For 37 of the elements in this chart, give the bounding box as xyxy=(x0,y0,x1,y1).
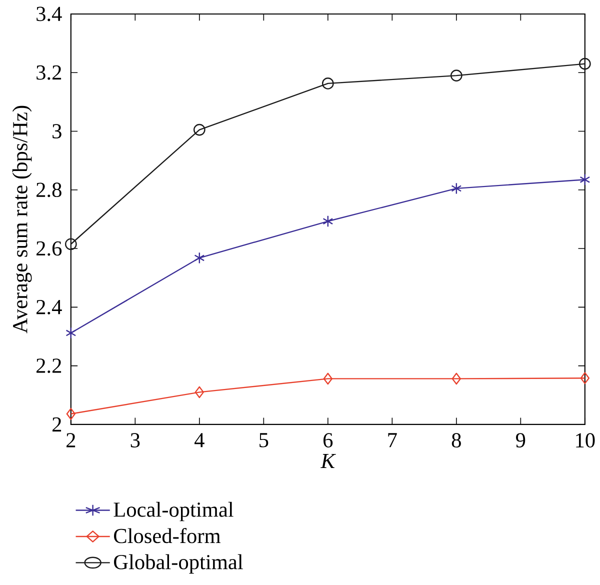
y-tick-label: 3.2 xyxy=(36,65,62,80)
y-axis-title: Average sum rate (bps/Hz) xyxy=(12,106,32,334)
y-tick-label: 3 xyxy=(52,124,62,138)
point xyxy=(193,124,206,136)
x-tick-label: 5 xyxy=(260,433,268,448)
point xyxy=(66,326,76,339)
x-tick-label: 7 xyxy=(388,433,397,447)
point xyxy=(450,70,462,82)
point xyxy=(322,215,334,228)
x-tick-label: 9 xyxy=(516,433,526,448)
point xyxy=(452,372,462,385)
y-tick-label: 3.4 xyxy=(36,6,62,22)
y-tick-label: 2.8 xyxy=(36,182,62,198)
y-tick-label: 2 xyxy=(52,417,62,432)
point xyxy=(64,238,77,250)
y-tick-label: 2.6 xyxy=(36,241,62,256)
point xyxy=(194,386,204,398)
y-tick-label: 2.2 xyxy=(36,358,62,373)
point xyxy=(66,408,76,420)
point xyxy=(578,58,591,70)
x-tick-label: 10 xyxy=(576,433,595,448)
legend-label: Global-optimal xyxy=(114,554,243,574)
point xyxy=(322,77,334,90)
x-tick-label: 6 xyxy=(324,433,333,448)
x-tick-label: 2 xyxy=(66,433,76,448)
point xyxy=(194,252,205,264)
x-tick-label: 3 xyxy=(130,433,140,448)
point xyxy=(323,372,333,385)
legend-label: Closed-form xyxy=(114,528,220,544)
x-axis-title: K xyxy=(320,454,336,468)
point xyxy=(580,372,590,384)
point xyxy=(580,174,590,186)
legend-label: Local-optimal xyxy=(114,502,234,522)
x-tick-label: 4 xyxy=(194,433,204,448)
point xyxy=(451,182,462,194)
y-tick-label: 2.4 xyxy=(36,300,62,314)
x-tick-label: 8 xyxy=(452,433,461,448)
